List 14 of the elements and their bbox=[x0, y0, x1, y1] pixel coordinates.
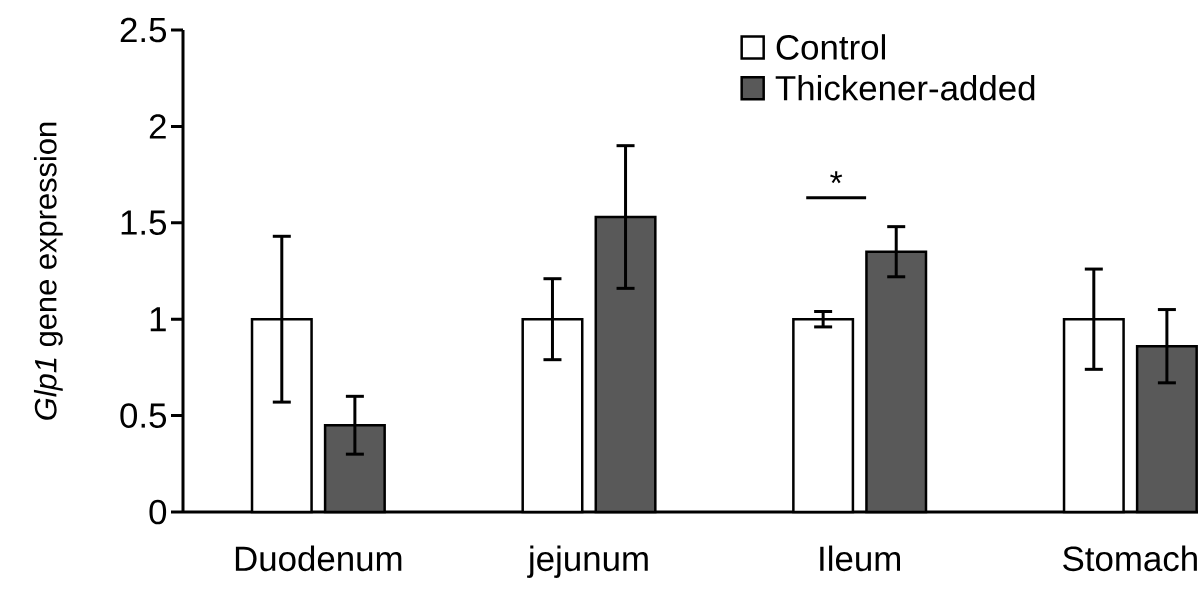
y-tick-label: 2 bbox=[149, 114, 166, 139]
y-tick-label: 1.5 bbox=[121, 210, 167, 235]
y-tick-label: 0 bbox=[149, 499, 167, 525]
y-axis-title: Glp1 gene expression bbox=[33, 122, 63, 420]
annotation: * bbox=[830, 171, 843, 184]
y-tick-label: 0.5 bbox=[120, 403, 167, 428]
legend-label: Thickener-added bbox=[775, 74, 1035, 101]
y-tick-label: 1 bbox=[150, 307, 166, 332]
x-tick-label: Ileum bbox=[820, 545, 900, 572]
legend-label: Control bbox=[776, 34, 885, 60]
y-tick-label: 2.5 bbox=[120, 17, 167, 43]
x-tick-label: Stomach bbox=[1063, 545, 1197, 572]
x-tick-label: Duodenum bbox=[235, 545, 402, 572]
x-tick-label: jejunum bbox=[527, 545, 648, 579]
